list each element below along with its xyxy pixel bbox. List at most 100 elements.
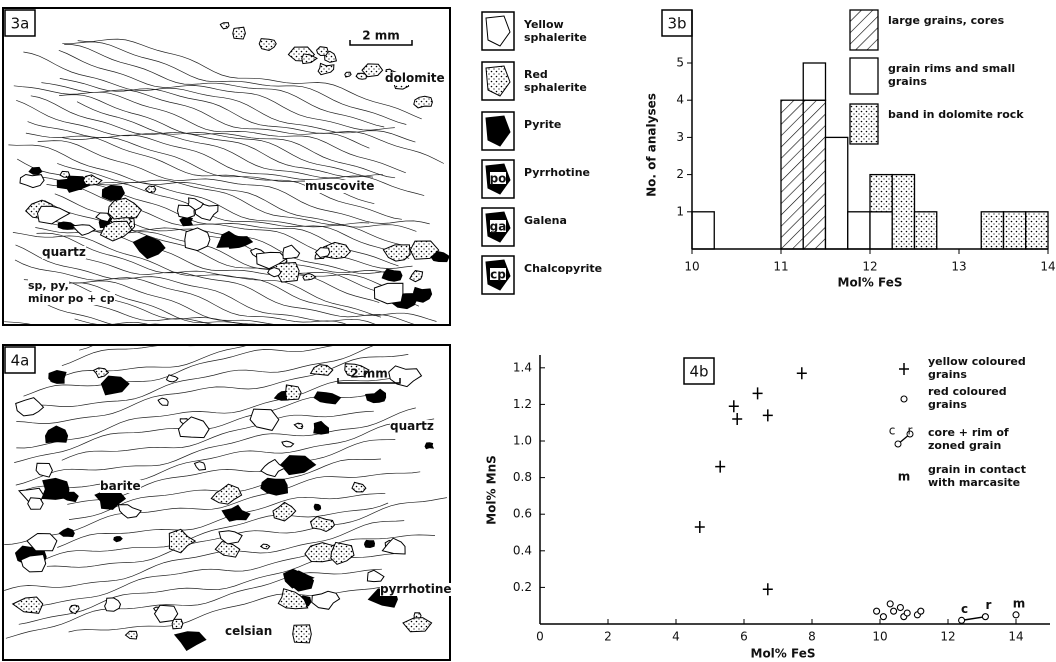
mineral-grain	[233, 27, 246, 39]
x-tick-label: 13	[951, 260, 966, 274]
mineral-grain	[312, 591, 340, 609]
foliation-line	[59, 95, 395, 178]
mineral-grain	[303, 273, 316, 280]
x-tick-label: 6	[740, 630, 748, 644]
mineral-grain	[352, 482, 366, 492]
point-label: r	[985, 598, 991, 612]
mineral-grain	[36, 463, 52, 477]
x-tick-label: 2	[604, 630, 612, 644]
histogram-bar	[915, 212, 937, 249]
scatter-point	[897, 605, 903, 611]
sketch-label: quartz	[42, 246, 86, 259]
mineral-grain	[105, 598, 121, 611]
legend-symbol: cp	[490, 268, 506, 282]
figure: 3a4a2 mm2 mmpogacp3b123451011121314Mol% …	[0, 0, 1056, 662]
mineral-grain	[382, 538, 405, 554]
mineral-grain	[345, 72, 351, 77]
connector-line	[962, 617, 986, 621]
mineral-grain	[28, 498, 44, 509]
y-tick-label: 0.2	[513, 580, 532, 594]
legend-text: Galena	[524, 214, 600, 227]
mineral-grain	[59, 528, 74, 536]
mineral-grain	[425, 443, 433, 449]
histogram-bar	[692, 212, 714, 249]
legend-icon-label: m	[898, 470, 911, 484]
legend-text: grain in contact with marcasite	[928, 463, 1040, 489]
legend-swatch	[850, 58, 878, 94]
scatter-point	[715, 461, 725, 473]
mineral-grain	[102, 185, 124, 200]
legend-text: band in dolomite rock	[888, 108, 1028, 121]
scatter-point	[887, 601, 893, 607]
y-axis-title: Mol% MnS	[485, 455, 499, 525]
scatter-point	[753, 387, 763, 399]
mineral-grain	[294, 423, 303, 428]
mineral-grain	[20, 175, 44, 188]
foliation-line	[43, 302, 387, 373]
sketch-label: sp, py,	[28, 279, 69, 292]
sketch-label: barite	[100, 480, 141, 493]
mineral-grain	[180, 217, 193, 225]
legend-icon	[901, 396, 907, 402]
point-label: m	[1013, 596, 1026, 610]
scatter-point	[797, 367, 807, 379]
foliation-line	[24, 321, 432, 396]
scatter-point	[891, 608, 897, 614]
legend-text: yellow coloured grains	[928, 355, 1040, 381]
mineral-grain	[314, 421, 329, 434]
histogram-bar	[848, 212, 870, 249]
mineral-grain	[410, 271, 423, 282]
mineral-grain	[42, 478, 69, 499]
mineral-grain	[220, 23, 229, 29]
panel-label: 4b	[689, 363, 708, 381]
histogram-bar	[781, 100, 803, 249]
x-axis-title: Mol% FeS	[751, 647, 816, 661]
mineral-grain	[366, 389, 386, 402]
legend-text: Chalcopyrite	[524, 262, 600, 275]
foliation-line	[78, 39, 422, 119]
scatter-point	[918, 608, 924, 614]
x-tick-label: 12	[862, 260, 877, 274]
legend-icon-label: c	[889, 424, 896, 438]
y-tick-label: 2	[676, 167, 684, 181]
mineral-grain	[293, 625, 312, 643]
y-tick-label: 5	[676, 56, 684, 70]
mineral-grain	[114, 537, 122, 542]
mineral-grain	[283, 245, 300, 259]
scatter-point	[982, 614, 988, 620]
scatter-point	[874, 608, 880, 614]
legend-symbol: po	[490, 172, 507, 186]
mineral-grain	[172, 619, 183, 629]
x-tick-label: 11	[773, 260, 788, 274]
foliation-line	[60, 78, 444, 163]
mineral-grain	[29, 167, 42, 174]
sketch-label: dolomite	[385, 72, 445, 85]
scatter-point	[959, 617, 965, 623]
mineral-grain	[175, 632, 206, 651]
sketch-label: muscovite	[305, 180, 374, 193]
mineral-grain	[382, 269, 402, 281]
panel-label: 3b	[667, 15, 686, 33]
mineral-grain	[383, 245, 410, 261]
page: {"figure_3a":{"panel_label":"3a","scale_…	[0, 0, 1056, 662]
mineral-grain	[290, 571, 313, 591]
y-tick-label: 4	[676, 93, 684, 107]
foliation-line	[59, 50, 395, 130]
legend-symbol: ga	[490, 220, 507, 234]
scatter-point	[904, 610, 910, 616]
mineral-grain	[268, 268, 281, 277]
x-tick-label: 10	[684, 260, 699, 274]
mineral-grain	[38, 206, 70, 224]
mineral-grain	[195, 462, 206, 471]
x-tick-label: 10	[872, 630, 887, 644]
foliation-line	[62, 42, 406, 125]
scatter-point	[763, 409, 773, 421]
x-axis-title: Mol% FeS	[838, 276, 903, 290]
scatter-point	[880, 614, 886, 620]
legend-swatch	[850, 104, 878, 144]
mineral-grain	[261, 544, 270, 549]
x-tick-label: 8	[808, 630, 816, 644]
x-tick-label: 12	[940, 630, 955, 644]
scatter-point	[729, 400, 739, 412]
foliation-line	[62, 411, 374, 460]
